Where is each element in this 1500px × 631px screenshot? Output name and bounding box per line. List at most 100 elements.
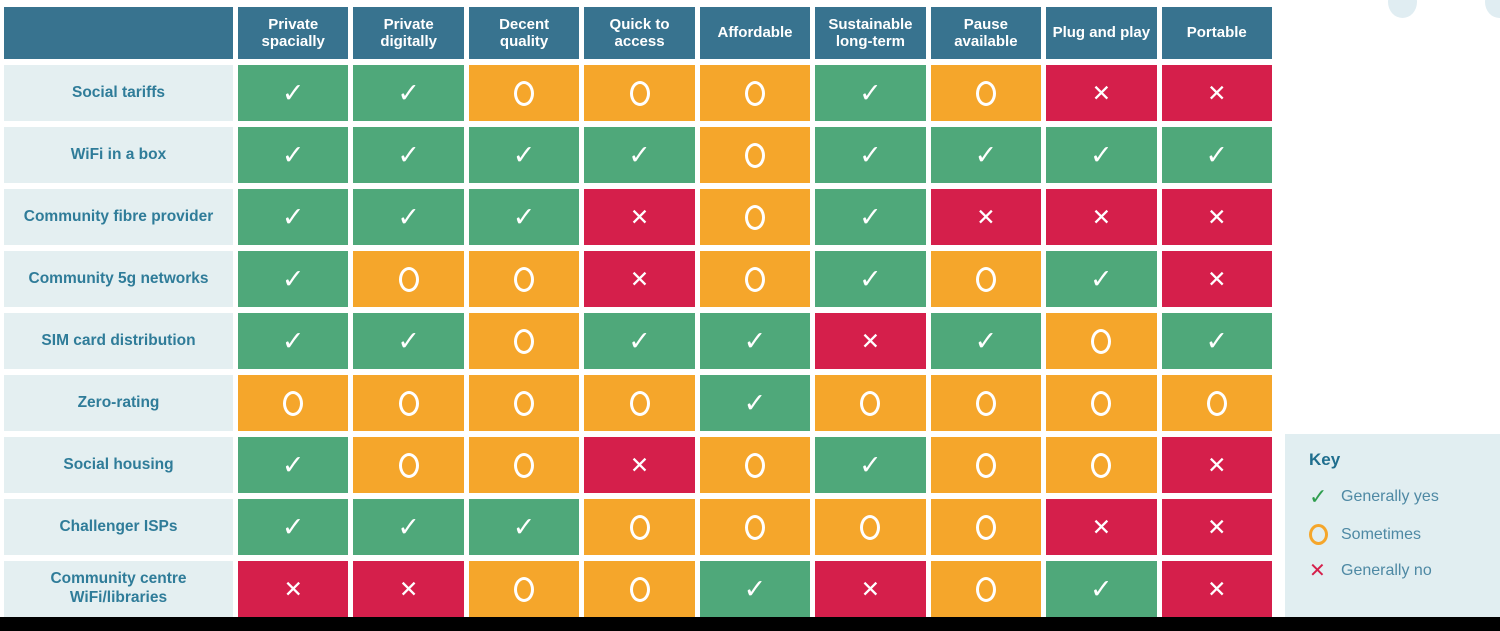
matrix-cell <box>468 561 580 617</box>
matrix-cell: ✓ <box>1161 313 1272 369</box>
matrix-cell <box>815 375 926 431</box>
decorative-blob <box>1485 0 1500 18</box>
legend-item-label: Sometimes <box>1341 525 1422 543</box>
matrix-cell <box>468 65 580 121</box>
matrix-cell: ✓ <box>353 127 464 183</box>
matrix-cell <box>584 65 695 121</box>
cross-icon: ✕ <box>1207 451 1227 478</box>
matrix-cell: ✓ <box>930 127 1042 183</box>
row-label: Community centre WiFi/libraries <box>4 561 233 617</box>
cross-icon: ✕ <box>1091 513 1111 540</box>
legend-item-generally-yes: ✓ Generally yes <box>1309 486 1490 508</box>
matrix-cell: ✕ <box>930 189 1042 245</box>
matrix-cell: ✓ <box>1161 127 1272 183</box>
column-header: Plug and play <box>1046 7 1157 59</box>
matrix-cell: ✕ <box>1161 65 1272 121</box>
row-label: Challenger ISPs <box>4 499 233 555</box>
row-label: Zero-rating <box>4 375 233 431</box>
circle-icon <box>860 514 881 540</box>
circle-icon <box>1091 328 1112 354</box>
check-icon: ✓ <box>859 449 882 480</box>
matrix-cell: ✕ <box>1161 437 1272 493</box>
legend-item-label: Generally no <box>1341 562 1432 579</box>
circle-icon <box>629 576 650 602</box>
matrix-cell: ✕ <box>238 561 349 617</box>
check-icon: ✓ <box>512 139 536 170</box>
circle-icon <box>514 266 535 292</box>
check-icon: ✓ <box>974 325 998 356</box>
check-icon: ✓ <box>859 77 882 108</box>
matrix-cell: ✓ <box>468 189 580 245</box>
cross-icon: ✕ <box>283 575 303 602</box>
column-header: Pause available <box>930 7 1042 59</box>
matrix-cell: ✓ <box>1046 251 1157 307</box>
circle-icon <box>629 514 650 540</box>
cross-icon: ✕ <box>1091 79 1111 106</box>
check-icon: ✓ <box>397 139 420 170</box>
matrix-cell <box>468 251 580 307</box>
matrix-cell <box>1046 437 1157 493</box>
matrix-cell: ✓ <box>353 313 464 369</box>
circle-icon <box>1091 452 1112 478</box>
row-label: Community 5g networks <box>4 251 233 307</box>
matrix-cell <box>930 499 1042 555</box>
matrix-cell: ✓ <box>699 561 811 617</box>
check-icon: ✓ <box>512 511 536 542</box>
cross-icon: ✕ <box>629 451 650 478</box>
cross-icon: ✕ <box>1309 560 1326 582</box>
check-icon: ✓ <box>628 139 651 170</box>
matrix-cell: ✓ <box>699 313 811 369</box>
row-label: SIM card distribution <box>4 313 233 369</box>
check-icon: ✓ <box>397 511 420 542</box>
circle-icon <box>514 80 535 106</box>
circle-icon <box>629 80 650 106</box>
matrix-cell <box>468 437 580 493</box>
matrix-cell <box>353 251 464 307</box>
decorative-blob <box>1388 0 1417 18</box>
matrix-cell: ✕ <box>584 189 695 245</box>
check-icon: ✓ <box>743 387 767 418</box>
matrix-cell <box>930 375 1042 431</box>
cross-icon: ✕ <box>860 327 881 354</box>
cross-icon: ✕ <box>629 265 650 292</box>
column-header: Private digitally <box>353 7 464 59</box>
row-label: WiFi in a box <box>4 127 233 183</box>
check-icon: ✓ <box>859 201 882 232</box>
cross-icon: ✕ <box>629 203 650 230</box>
matrix-cell: ✓ <box>353 189 464 245</box>
circle-icon <box>398 452 419 478</box>
circle-icon <box>860 390 881 416</box>
legend-item-label: Generally yes <box>1341 488 1439 505</box>
matrix-cell <box>584 375 695 431</box>
matrix-cell <box>1046 313 1157 369</box>
legend-title: Key <box>1309 450 1341 469</box>
circle-icon <box>1206 390 1227 416</box>
matrix-cell: ✕ <box>815 561 926 617</box>
circle-icon <box>283 390 304 416</box>
matrix-cell <box>699 437 811 493</box>
cross-icon: ✕ <box>399 575 419 602</box>
matrix-cell <box>584 561 695 617</box>
cross-icon: ✕ <box>1207 79 1227 106</box>
check-icon: ✓ <box>281 263 305 294</box>
matrix-cell <box>930 561 1042 617</box>
column-header: Decent quality <box>468 7 580 59</box>
matrix-cell: ✓ <box>815 127 926 183</box>
row-label: Social tariffs <box>4 65 233 121</box>
circle-icon <box>744 204 765 230</box>
circle-icon <box>975 80 996 106</box>
matrix-cell <box>699 65 811 121</box>
check-icon: ✓ <box>1309 484 1328 509</box>
circle-icon <box>744 266 765 292</box>
check-icon: ✓ <box>512 201 536 232</box>
circle-icon <box>975 266 996 292</box>
matrix-cell <box>699 499 811 555</box>
matrix-cell: ✓ <box>699 375 811 431</box>
check-icon: ✓ <box>281 325 305 356</box>
matrix-cell: ✓ <box>238 251 349 307</box>
matrix-cell: ✓ <box>815 65 926 121</box>
legend-item-generally-no: ✕ Generally no <box>1309 561 1490 581</box>
matrix-cell: ✕ <box>1161 251 1272 307</box>
matrix-cell: ✕ <box>584 251 695 307</box>
matrix-cell <box>238 375 349 431</box>
